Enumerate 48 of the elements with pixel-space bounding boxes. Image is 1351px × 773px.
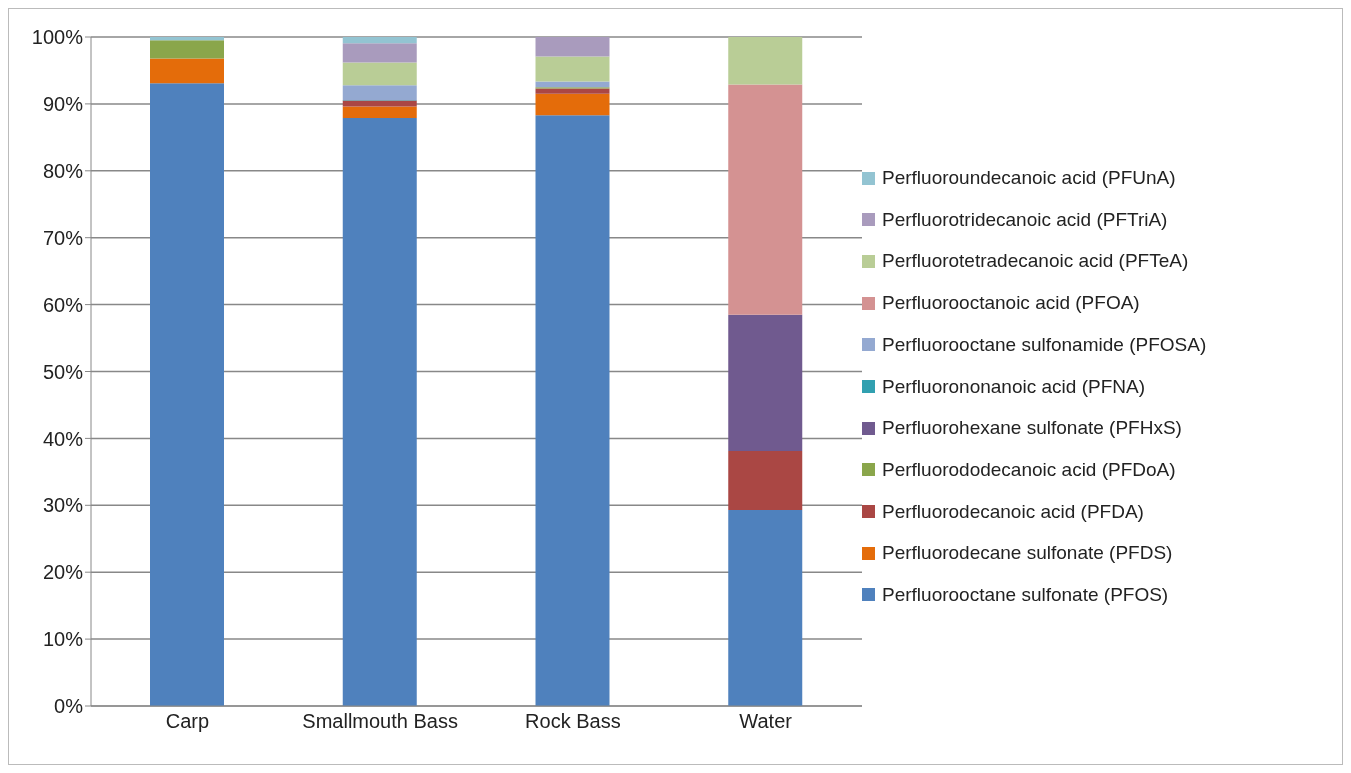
legend-label: Perfluorodecanoic acid (PFDA): [882, 500, 1144, 523]
legend-label: Perfluoroundecanoic acid (PFUnA): [882, 167, 1176, 190]
bar: [150, 83, 224, 706]
bar: [535, 88, 610, 94]
legend-label: Perfluorotetradecanoic acid (PFTeA): [882, 250, 1189, 273]
bar: [342, 106, 417, 118]
bar: [342, 37, 417, 44]
y-tick-label: 10%: [42, 628, 84, 651]
legend-label: Perfluorotridecanoic acid (PFTriA): [882, 208, 1168, 231]
y-tick-label: 50%: [42, 360, 84, 383]
bar: [342, 43, 417, 63]
x-tick-label: Carp: [165, 710, 210, 733]
legend-label: Perfluorooctanoic acid (PFOA): [882, 292, 1140, 315]
y-tick-label: 0%: [54, 695, 84, 718]
y-tick-label: 60%: [42, 293, 84, 316]
bar: [150, 58, 224, 84]
bar: [728, 451, 803, 510]
y-tick-label: 90%: [42, 93, 84, 115]
bar: [728, 37, 803, 85]
y-tick-label: 80%: [42, 159, 84, 182]
bar: [342, 117, 417, 706]
bar: [535, 93, 610, 116]
bar: [150, 40, 224, 59]
legend-label: Perfluorononanoic acid (PFNA): [882, 375, 1145, 398]
bar: [728, 314, 803, 452]
x-tick-label: Rock Bass: [525, 710, 621, 733]
bar: [535, 56, 610, 82]
legend-label: Perfluorooctane sulfonate (PFOS): [882, 583, 1169, 606]
bar: [535, 115, 610, 706]
bar: [728, 509, 803, 706]
legend-label: Perfluorodecane sulfonate (PFDS): [882, 542, 1173, 565]
bar: [342, 100, 417, 107]
x-tick-label: Water: [739, 710, 793, 733]
legend-label: Perfluorododecanoic acid (PFDoA): [882, 458, 1176, 481]
y-tick-label: 100%: [31, 26, 84, 49]
y-tick-label: 40%: [42, 427, 84, 450]
x-tick-label: Smallmouth Bass: [302, 710, 458, 733]
bar: [728, 84, 803, 315]
y-tick-label: 20%: [42, 561, 84, 584]
legend-label: Perfluorohexane sulfonate (PFHxS): [882, 417, 1182, 440]
legend-label: Perfluorooctane sulfonamide (PFOSA): [882, 333, 1207, 356]
bar: [535, 81, 610, 88]
y-tick-label: 30%: [42, 494, 84, 517]
bar: [150, 37, 224, 41]
bar: [535, 37, 610, 57]
bar: [342, 85, 417, 100]
y-tick-label: 70%: [42, 226, 84, 249]
bar: [342, 62, 417, 86]
